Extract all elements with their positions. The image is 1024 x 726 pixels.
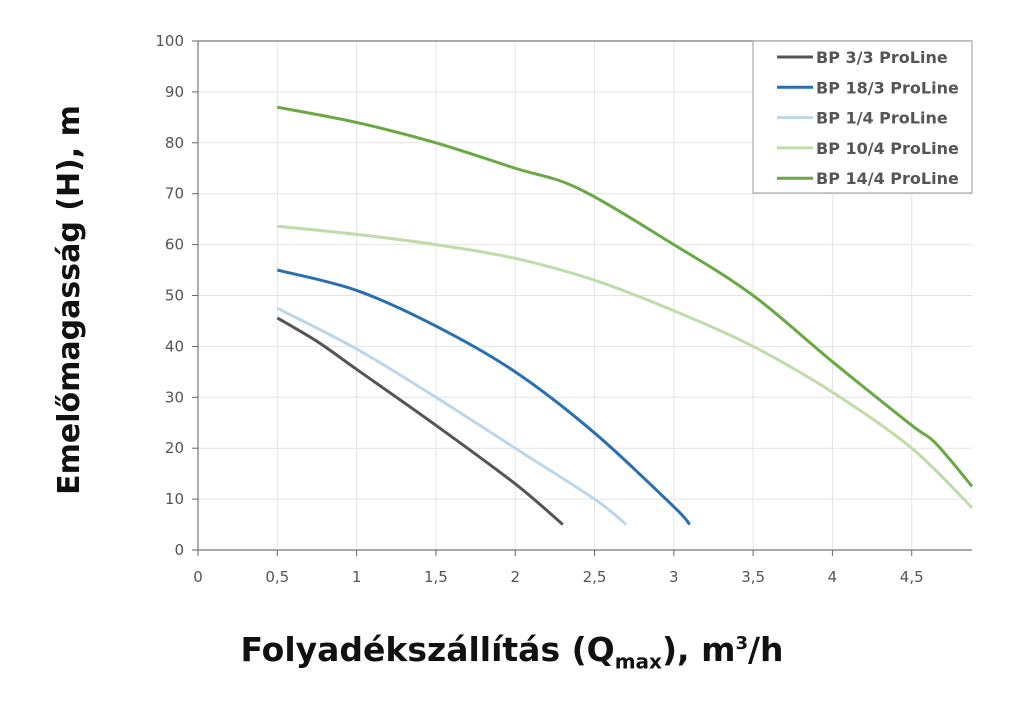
x-tick-label: 1,5: [424, 568, 448, 586]
y-tick-label: 80: [165, 134, 184, 152]
x-tick-label: 2,5: [583, 568, 607, 586]
legend: BP 3/3 ProLine BP 18/3 ProLine BP 1/4 ProL…: [752, 40, 973, 194]
x-tick-label: 4,5: [900, 568, 924, 586]
x-tick-label: 2: [510, 568, 520, 586]
legend-label: BP 18/3 ProLine: [816, 78, 959, 97]
legend-label: BP 10/4 ProLine: [816, 139, 959, 158]
x-title-part: ), m: [661, 630, 736, 669]
y-axis-title: Emelőmagasság (H), m: [52, 105, 87, 495]
x-tick-label: 3,5: [741, 568, 765, 586]
x-tick-label: 0,5: [265, 568, 289, 586]
x-title-part: /h: [748, 630, 784, 669]
series-line: [277, 105, 974, 488]
series-line: [276, 268, 691, 526]
y-tick-label: 0: [174, 541, 184, 559]
series-line: [276, 316, 564, 526]
x-axis-title: Folyadékszállítás (Qmax), m3/h: [0, 630, 1024, 674]
y-tick-label: 100: [155, 32, 184, 50]
grid: [198, 41, 972, 550]
y-tick-label: 40: [165, 337, 184, 355]
y-tick-label: 70: [165, 185, 184, 203]
y-tick-label: 10: [165, 490, 184, 508]
legend-label: BP 14/4 ProLine: [816, 169, 959, 188]
x-title-superscript: 3: [735, 633, 748, 654]
x-tick-label: 3: [669, 568, 679, 586]
x-tick-label: 0: [193, 568, 203, 586]
x-title-part: Folyadékszállítás (Q: [240, 630, 615, 669]
y-tick-label: 90: [165, 83, 184, 101]
axes: 0 0,5 1 1,5 2 2,5 3 3,5 4 4,5 0 10 20 30 40 50 60 70 80 90 1…: [155, 32, 972, 586]
y-tick-label: 60: [165, 236, 184, 254]
series-line: [277, 224, 974, 509]
legend-label: BP 1/4 ProLine: [816, 109, 948, 128]
series-line: [276, 306, 628, 526]
y-tick-label: 30: [165, 388, 184, 406]
y-tick-label: 20: [165, 439, 184, 457]
y-tick-label: 50: [165, 287, 184, 305]
x-title-subscript: max: [614, 649, 662, 674]
x-tick-label: 4: [828, 568, 838, 586]
legend-label: BP 3/3 ProLine: [816, 48, 948, 67]
x-tick-label: 1: [352, 568, 362, 586]
series-lines: [276, 105, 974, 526]
